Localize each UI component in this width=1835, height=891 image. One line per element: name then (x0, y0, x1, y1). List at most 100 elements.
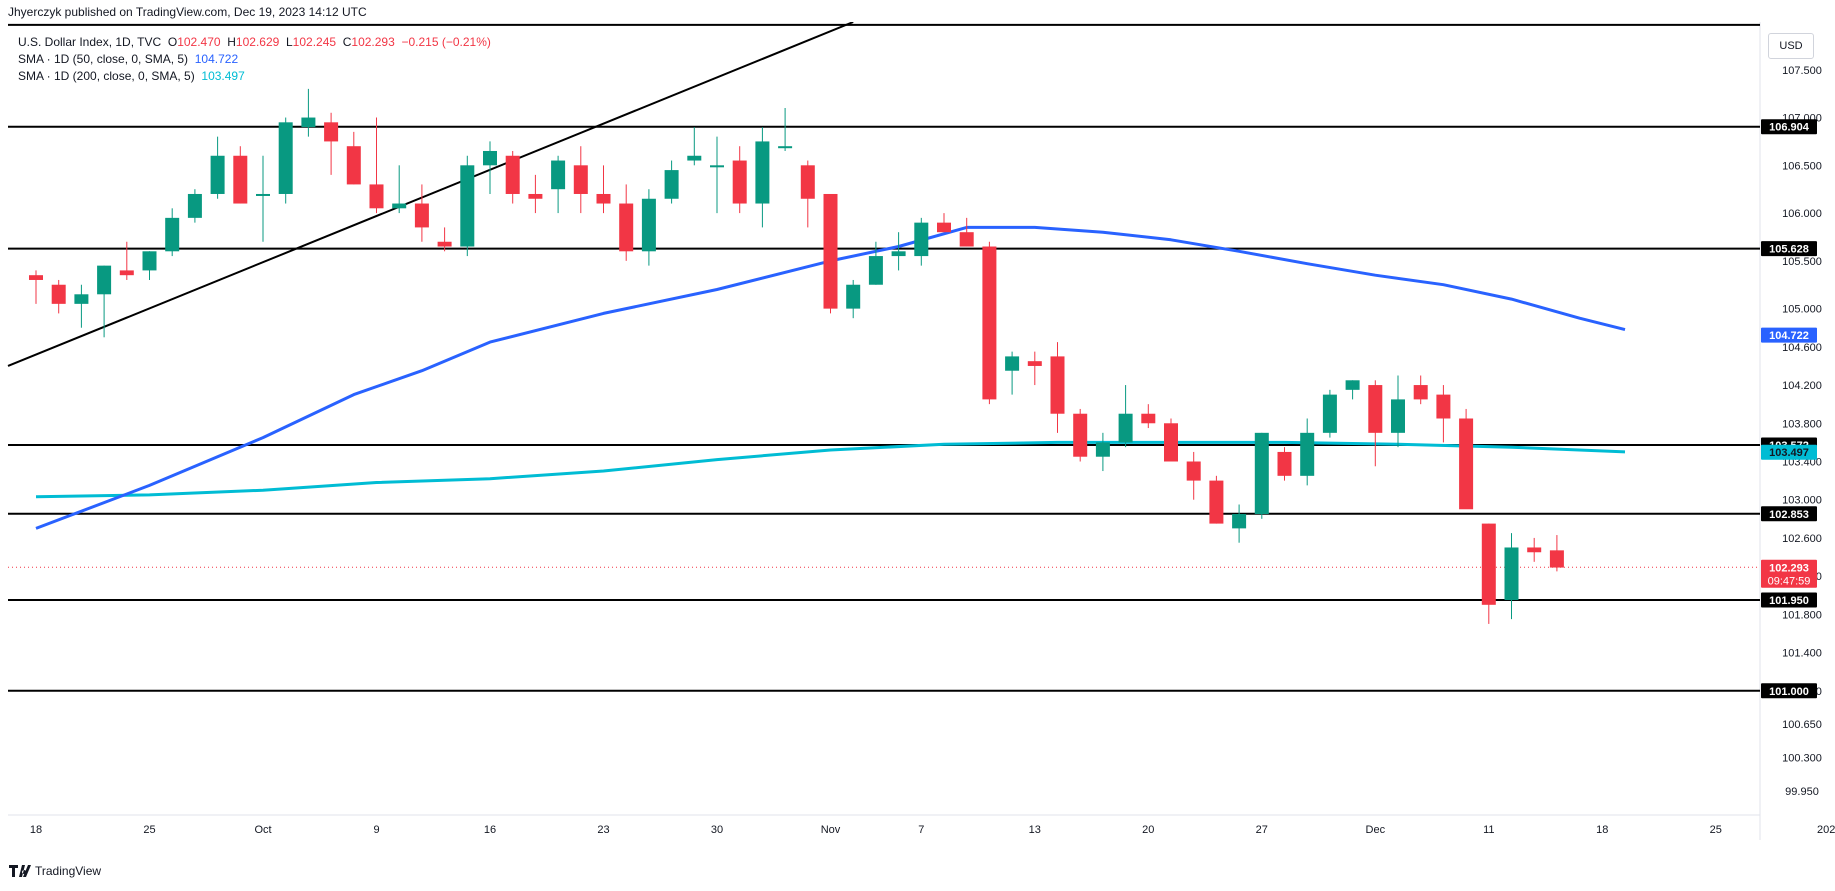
publisher-line: Jhyerczyk published on TradingView.com, … (8, 5, 367, 19)
currency-button[interactable]: USD (1768, 33, 1814, 59)
candle-body (1232, 514, 1247, 529)
x-tick-label: 9 (373, 824, 379, 836)
y-tick-label: 105.500 (1782, 256, 1822, 268)
y-tick-label: 105.000 (1782, 304, 1822, 316)
x-tick-label: 25 (1710, 824, 1722, 836)
legend-ohlc-row: U.S. Dollar Index, 1D, TVC O102.470 H102… (18, 34, 491, 51)
candle-body (460, 165, 475, 247)
candle-body (596, 193, 611, 204)
candle-body (937, 222, 951, 233)
y-tick-label: 106.000 (1782, 208, 1822, 220)
price-badge-label: 103.497 (1769, 447, 1809, 459)
candle-body (1481, 523, 1496, 605)
price-badge-label: 101.950 (1769, 595, 1809, 607)
sma50-value: 104.722 (194, 52, 239, 66)
symbol-label: U.S. Dollar Index, 1D, TVC (18, 35, 162, 49)
price-badge (1761, 444, 1817, 460)
change-value: −0.215 (−0.21%) (401, 35, 491, 49)
sma50-label: SMA · 1D (50, close, 0, SMA, 5) (18, 52, 189, 66)
price-badge-label: 104.722 (1769, 330, 1809, 342)
y-tick-label: 104.200 (1782, 380, 1822, 392)
x-tick-label: 2024 (1817, 824, 1835, 836)
x-tick-label: 13 (1029, 824, 1041, 836)
x-tick-label: Dec (1366, 824, 1386, 836)
y-tick-label: 103.000 (1782, 495, 1822, 507)
candle-body (1277, 451, 1292, 476)
candle-body (29, 275, 43, 280)
y-tick-label: 101.400 (1782, 648, 1822, 660)
x-tick-label: 20 (1142, 824, 1154, 836)
candle-body (1436, 394, 1451, 419)
y-tick-label: 104.600 (1782, 342, 1822, 354)
candle-body (1459, 418, 1474, 510)
candle-body (1345, 380, 1360, 390)
candle-body (187, 193, 202, 218)
candle-body (982, 246, 997, 400)
candle-body (142, 251, 157, 271)
candle-body (528, 193, 543, 199)
price-badge-label: 102.853 (1769, 509, 1809, 521)
candle-body (1368, 385, 1383, 433)
candle-body (97, 265, 112, 295)
x-tick-label: 23 (597, 824, 609, 836)
candle-body (1027, 361, 1042, 366)
candle-body (1413, 385, 1428, 400)
y-tick-label: 107.500 (1782, 65, 1822, 77)
x-tick-label: Nov (821, 824, 841, 836)
candle-body (324, 122, 339, 142)
price-badge-label: 106.904 (1769, 122, 1810, 134)
candle-body (1254, 432, 1269, 515)
candle-body (210, 155, 225, 194)
candle-body (687, 155, 702, 161)
candle-body (256, 193, 270, 196)
price-badge (1761, 241, 1817, 257)
candle-body (278, 122, 293, 194)
candle-body (1391, 399, 1405, 433)
candle-body (1549, 550, 1564, 568)
close-value: 102.293 (351, 35, 395, 49)
sma200-value: 103.497 (201, 69, 245, 83)
candle-body (1095, 442, 1110, 457)
candle-body (165, 217, 180, 252)
c-label: C (342, 35, 352, 49)
x-tick-label: 18 (30, 824, 42, 836)
candle-body (392, 203, 407, 209)
candle-body (778, 146, 793, 149)
high-value: 102.629 (235, 35, 280, 49)
legend-sma200-row[interactable]: SMA · 1D (200, close, 0, SMA, 5) 103.497 (18, 68, 491, 85)
candle-body (437, 241, 452, 247)
candle-body (1209, 480, 1224, 524)
candle-body (846, 284, 861, 309)
candle-body (1504, 547, 1519, 601)
x-tick-label: 16 (484, 824, 496, 836)
candle-body (1322, 394, 1337, 433)
tradingview-logo-icon (9, 865, 31, 877)
trendline (7, 22, 854, 367)
candle-body (369, 184, 384, 209)
candle-body (119, 270, 134, 276)
price-badge-label: 105.628 (1769, 244, 1809, 256)
candle-body (573, 165, 588, 194)
sma200-line (35, 440, 1626, 499)
y-tick-label: 102.600 (1782, 533, 1822, 545)
candle-body (619, 203, 634, 252)
candle-body (1300, 432, 1315, 476)
candle-body (551, 160, 566, 190)
candle-body (959, 232, 974, 247)
x-tick-label: 30 (711, 824, 723, 836)
y-tick-label: 103.800 (1782, 418, 1822, 430)
candle-body (1164, 423, 1178, 462)
l-label: L (285, 35, 293, 49)
candle-body (1073, 413, 1088, 457)
price-chart[interactable]: 99.950 100.300 100.650 101.000 101.400 101.80… (0, 22, 1835, 862)
candle-body (891, 251, 906, 257)
legend-sma50-row[interactable]: SMA · 1D (50, close, 0, SMA, 5) 104.722 (18, 51, 491, 68)
candle-body (346, 146, 361, 185)
candle-body (74, 294, 89, 304)
price-badge-label: 101.000 (1769, 686, 1809, 698)
h-label: H (227, 35, 236, 49)
x-tick-label: 11 (1483, 824, 1494, 836)
candle-body (800, 165, 815, 199)
candle-body (1527, 547, 1542, 553)
low-value: 102.245 (292, 35, 337, 49)
